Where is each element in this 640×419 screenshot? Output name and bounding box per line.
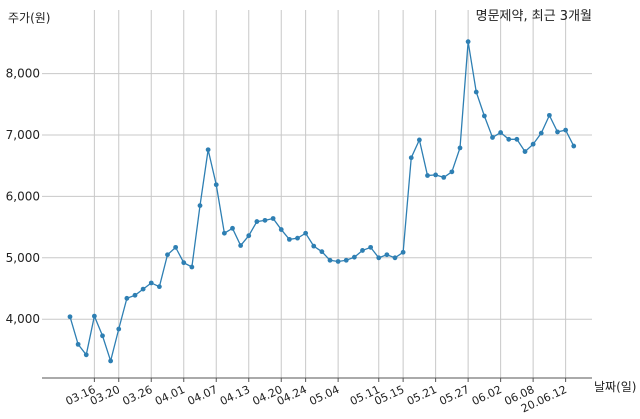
data-point — [563, 127, 569, 133]
data-point — [140, 286, 146, 292]
data-point — [376, 255, 382, 261]
data-point — [181, 260, 187, 266]
y-axis-label: 주가(원) — [8, 11, 50, 25]
grid — [42, 10, 592, 378]
data-point — [108, 358, 114, 364]
x-tick-label: 05.27 — [437, 383, 471, 408]
data-point — [392, 255, 398, 261]
data-point — [319, 249, 325, 255]
y-tick-label: 5,000 — [6, 251, 40, 265]
x-tick-label: 04.01 — [153, 383, 187, 408]
y-tick-labels: 4,000 5,000 6,000 7,000 8,000 — [6, 67, 40, 327]
data-point — [311, 243, 317, 249]
data-point — [384, 252, 390, 258]
x-tick-label: 04.13 — [218, 383, 252, 408]
data-point — [538, 130, 544, 136]
data-point — [100, 333, 105, 339]
y-tick-label: 8,000 — [6, 67, 40, 81]
data-point — [351, 254, 357, 260]
data-point — [270, 216, 276, 221]
data-point — [303, 230, 309, 236]
data-point — [433, 172, 439, 178]
y-tick-label: 7,000 — [6, 128, 40, 142]
data-point — [368, 244, 374, 250]
x-axis-label: 날짜(일) — [594, 380, 636, 394]
data-point — [189, 264, 195, 270]
x-tick-labels: 03.1603.2003.2604.0104.0704.1304.2004.24… — [64, 383, 569, 415]
data-point — [254, 219, 260, 224]
data-point — [230, 225, 235, 231]
data-point — [408, 155, 414, 161]
data-point — [116, 326, 122, 332]
data-point — [278, 227, 284, 232]
data-point — [173, 244, 179, 250]
data-point — [530, 141, 536, 147]
data-point — [335, 259, 341, 264]
data-point — [165, 252, 170, 258]
data-point — [473, 89, 479, 95]
data-point — [91, 313, 97, 319]
data-point — [124, 295, 130, 301]
data-point — [506, 136, 512, 142]
data-point — [238, 243, 244, 248]
x-tick-label: 03.26 — [120, 383, 154, 408]
data-point — [295, 235, 300, 241]
data-point — [148, 280, 154, 286]
y-tick-label: 6,000 — [6, 189, 40, 203]
data-point — [490, 135, 495, 140]
data-point — [457, 145, 463, 151]
data-point — [416, 137, 422, 143]
data-point — [197, 203, 203, 209]
data-point — [156, 284, 162, 290]
data-point — [425, 173, 430, 178]
data-point — [221, 230, 227, 236]
data-point — [555, 129, 560, 135]
data-point — [441, 174, 447, 180]
data-point — [400, 249, 406, 255]
y-tick-label: 4,000 — [6, 312, 40, 326]
x-tick-label: 06.02 — [470, 383, 504, 408]
data-points — [67, 39, 577, 364]
axes — [42, 377, 592, 382]
data-point — [286, 236, 292, 242]
data-point — [67, 314, 73, 320]
data-point — [571, 143, 577, 149]
series-line — [69, 41, 575, 364]
data-point — [360, 248, 365, 253]
data-point — [546, 112, 552, 118]
data-point — [343, 257, 349, 263]
data-point — [481, 113, 487, 119]
data-point — [246, 233, 252, 239]
data-point — [465, 39, 471, 45]
x-tick-label: 04.07 — [185, 383, 219, 408]
x-tick-label: 05.21 — [405, 383, 439, 408]
data-point — [262, 217, 268, 223]
data-point — [498, 130, 504, 135]
data-point — [514, 136, 520, 142]
data-point — [205, 147, 211, 153]
data-point — [132, 292, 138, 298]
data-point — [522, 149, 528, 154]
x-tick-label: 05.04 — [307, 383, 341, 408]
data-point — [83, 352, 89, 358]
data-point — [327, 257, 333, 263]
chart-title: 명문제약, 최근 3개월 — [476, 9, 592, 24]
data-point — [213, 182, 219, 188]
data-point — [75, 341, 81, 347]
data-point — [449, 169, 455, 175]
